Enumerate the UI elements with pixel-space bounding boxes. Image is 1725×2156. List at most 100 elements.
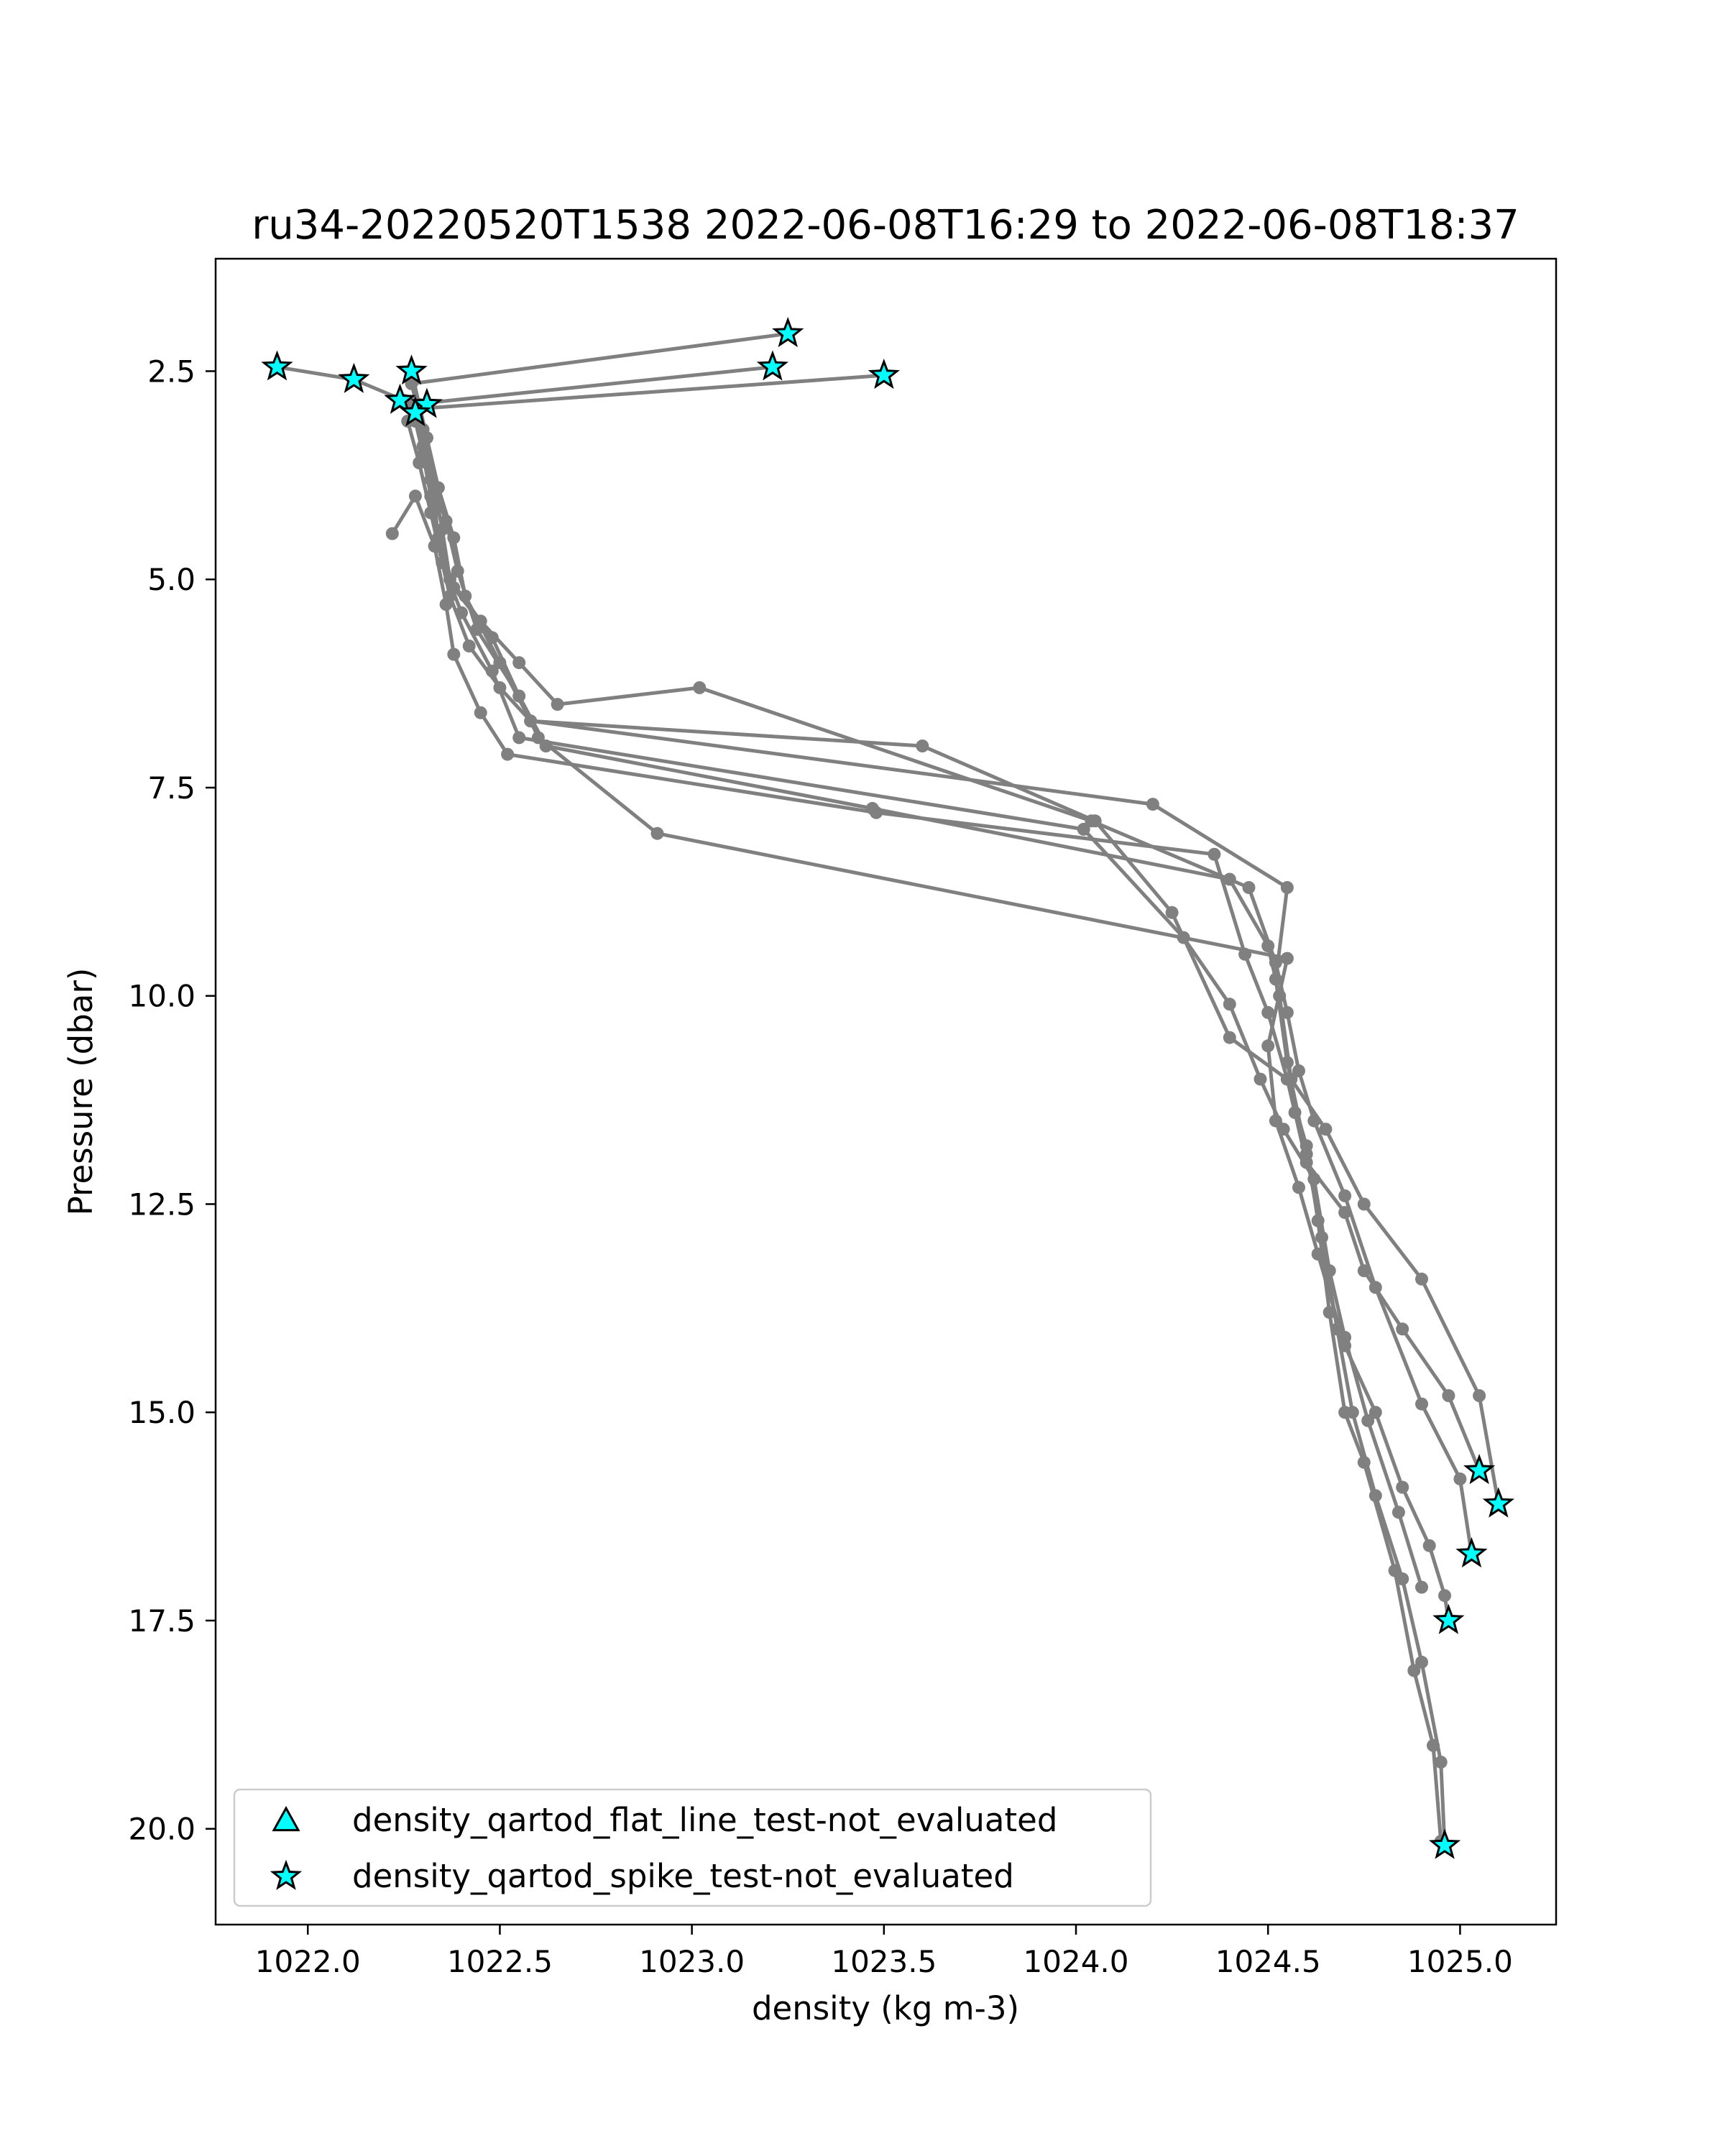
profile-6 <box>385 489 1448 1848</box>
x-axis-ticks: 1022.0 1022.5 1023.0 1023.5 1024.0 1024.5 1025… <box>255 1925 1513 1979</box>
profile-point <box>1338 1406 1352 1419</box>
profile-point <box>1453 1472 1467 1485</box>
legend-star-icon <box>270 1859 303 1890</box>
profile-point <box>408 489 422 503</box>
profile-point <box>493 656 507 670</box>
profile-point <box>512 731 526 745</box>
profile-point <box>455 606 468 619</box>
profile-point <box>1292 1064 1305 1077</box>
plot-area <box>216 259 1556 1925</box>
y-tick-label: 17.5 <box>128 1603 196 1639</box>
profile-point <box>551 698 564 711</box>
y-tick-label: 2.5 <box>147 354 196 389</box>
profile-point <box>1238 947 1252 961</box>
spike-test-marker <box>1432 1603 1465 1634</box>
profile-point <box>1208 847 1221 861</box>
profile-point <box>693 681 707 694</box>
y-tick-label: 20.0 <box>128 1812 196 1847</box>
x-tick-label: 1022.0 <box>255 1944 361 1979</box>
profile-point <box>1307 1114 1321 1128</box>
profile-point <box>1388 1564 1402 1577</box>
x-axis-label: density (kg m-3) <box>752 1989 1019 2027</box>
profile-point <box>512 656 526 670</box>
profile-point <box>424 506 438 520</box>
profile-point <box>1415 1655 1428 1669</box>
profile-point <box>501 747 515 761</box>
profile-point <box>1392 1506 1405 1519</box>
x-tick-label: 1024.5 <box>1215 1944 1321 1979</box>
profile-point <box>485 664 499 678</box>
profile-point <box>1396 1480 1409 1494</box>
profile-point <box>1146 798 1159 811</box>
profile-point <box>1307 1172 1321 1186</box>
profile-point <box>1434 1756 1448 1769</box>
profile-point <box>870 806 883 819</box>
spike-test-marker <box>756 350 788 381</box>
profile-point <box>916 740 929 752</box>
spike-test-marker <box>261 350 293 381</box>
legend-frame <box>233 1788 1152 1907</box>
profile-point <box>1415 1580 1428 1594</box>
profile-point <box>1357 1197 1371 1211</box>
profile-point <box>1415 1397 1428 1411</box>
profile-point <box>1242 881 1256 894</box>
y-tick-label: 10.0 <box>128 979 196 1014</box>
profile-point <box>447 531 461 545</box>
profile-point <box>1322 1264 1336 1278</box>
profile-point <box>1322 1306 1336 1319</box>
profile-point <box>1177 931 1190 944</box>
profile-point <box>459 589 472 603</box>
spike-test-marker <box>1455 1537 1488 1568</box>
legend-triangle-icon <box>272 1805 300 1832</box>
profile-point <box>385 527 399 540</box>
legend: density_qartod_flat_line_test-not_evalua… <box>233 1788 1152 1907</box>
profile-point <box>462 639 476 653</box>
profile-point <box>1396 1322 1409 1336</box>
profile-point <box>1280 881 1294 894</box>
profile-point <box>1254 1072 1267 1086</box>
spike-test-marker <box>395 354 428 385</box>
profile-point <box>1415 1272 1428 1286</box>
profile-point <box>1427 1738 1440 1752</box>
x-tick-label: 1023.0 <box>639 1944 745 1979</box>
chart-title: ru34-20220520T1538 2022-06-08T16:29 to 2… <box>252 202 1519 249</box>
profile-point <box>1442 1389 1455 1402</box>
profile-point <box>1361 1414 1375 1427</box>
y-tick-label: 12.5 <box>128 1187 196 1222</box>
y-tick-label: 5.0 <box>147 562 196 597</box>
profile-point <box>1319 1123 1333 1136</box>
spike-test-marker <box>1463 1454 1496 1485</box>
profile-point <box>420 431 433 445</box>
profile-point <box>1165 906 1179 919</box>
profile-point <box>1223 1031 1236 1044</box>
spike-test-marker <box>1482 1487 1514 1518</box>
profile-point <box>447 648 461 661</box>
y-axis-label: Pressure (dbar) <box>62 968 100 1216</box>
x-tick-label: 1023.5 <box>831 1944 937 1979</box>
profile-point <box>1276 1123 1290 1136</box>
spike-test-marker <box>1428 1828 1461 1859</box>
profile-point <box>474 706 487 719</box>
profile-point <box>1261 1005 1275 1019</box>
profile-point <box>1357 1455 1371 1469</box>
spike-test-marker <box>772 317 804 348</box>
profile-point <box>1085 814 1098 828</box>
profile-point <box>1280 952 1294 965</box>
spike-test-marker <box>338 362 370 393</box>
profile-point <box>1473 1389 1486 1402</box>
profile-point <box>1261 1039 1275 1053</box>
profile-point <box>1338 1189 1352 1202</box>
profile-point <box>1077 822 1090 836</box>
x-tick-label: 1024.0 <box>1024 1944 1129 1979</box>
spike-test-marker <box>399 396 431 427</box>
profile-point <box>1368 1281 1382 1294</box>
profile-point <box>1338 1330 1352 1344</box>
profile-point <box>1368 1406 1382 1419</box>
profile-point <box>1300 1139 1313 1153</box>
profile-line <box>405 419 1424 1590</box>
profile-point <box>413 456 426 469</box>
profile-point <box>1396 1572 1409 1585</box>
y-tick-label: 15.0 <box>128 1395 196 1430</box>
profile-point <box>439 598 453 611</box>
